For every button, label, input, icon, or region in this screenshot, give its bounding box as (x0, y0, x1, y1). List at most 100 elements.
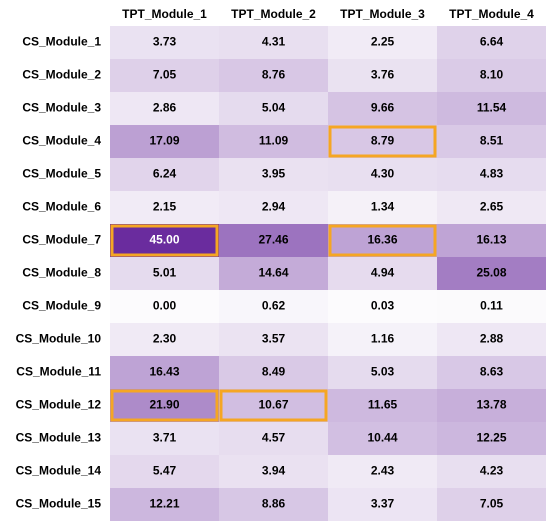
cell-value-label: 3.37 (371, 497, 395, 511)
column-labels: TPT_Module_1 TPT_Module_2 TPT_Module_3 TPT_… (122, 7, 534, 21)
cell-value-label: 11.65 (368, 398, 398, 412)
heatmap-cell (219, 290, 328, 323)
cell-value-label: 8.79 (371, 134, 395, 148)
heatmap-cells: 3.73 4.31 2.25 6.64 7.05 8.76 3.76 8.10 2.86 5.04… (110, 26, 546, 521)
heatmap-cell (328, 191, 437, 224)
heatmap-cell (219, 488, 328, 521)
cell-value-label: 9.66 (371, 101, 395, 115)
heatmap-cell (437, 26, 546, 59)
cell-value-label: 3.76 (371, 68, 395, 82)
highlight-box (328, 224, 437, 257)
highlight-boxes (110, 125, 437, 422)
cell-value-label: 13.78 (476, 398, 506, 412)
cell-value-label: 7.05 (153, 68, 177, 82)
heatmap-cell (219, 356, 328, 389)
row-label: CS_Module_9 (22, 299, 101, 313)
cell-value-label: 4.23 (480, 464, 504, 478)
heatmap-cell (219, 455, 328, 488)
heatmap-cell (110, 290, 219, 323)
cell-value-label: 45.00 (149, 233, 179, 247)
row-label: CS_Module_7 (22, 233, 101, 247)
cell-value-label: 10.67 (258, 398, 288, 412)
heatmap-cell (219, 92, 328, 125)
heatmap-cell (437, 389, 546, 422)
heatmap-cell (437, 125, 546, 158)
cell-value-label: 4.30 (371, 167, 395, 181)
highlight-box (219, 389, 328, 422)
cell-value-label: 11.54 (477, 101, 507, 115)
cell-value-label: 0.03 (371, 299, 395, 313)
highlight-box (110, 389, 219, 422)
heatmap-cell (110, 455, 219, 488)
heatmap-cell (219, 59, 328, 92)
heatmap-cell (437, 488, 546, 521)
heatmap-cell (110, 323, 219, 356)
heatmap-cell (219, 224, 328, 257)
heatmap-cell (437, 257, 546, 290)
cell-value-label: 11.09 (259, 134, 289, 148)
cell-value-label: 12.25 (476, 431, 506, 445)
cell-value-label: 2.25 (371, 35, 395, 49)
cell-value-label: 8.10 (480, 68, 504, 82)
cell-value-label: 0.62 (262, 299, 286, 313)
cell-value-label: 8.49 (262, 365, 286, 379)
heatmap-cell (328, 323, 437, 356)
heatmap-cell (328, 224, 437, 257)
cell-value-label: 8.51 (480, 134, 504, 148)
heatmap-cell (219, 422, 328, 455)
cell-value-label: 2.86 (153, 101, 177, 115)
cell-value-label: 2.30 (153, 332, 177, 346)
cell-value-label: 2.65 (480, 200, 504, 214)
cell-value-label: 5.01 (153, 266, 177, 280)
cell-value-label: 1.34 (371, 200, 395, 214)
heatmap-cell (437, 356, 546, 389)
heatmap-cell (219, 257, 328, 290)
heatmap-cell (110, 92, 219, 125)
cell-value-label: 2.43 (371, 464, 395, 478)
heatmap-cell (110, 356, 219, 389)
heatmap-cell (328, 158, 437, 191)
cell-value-label: 5.03 (371, 365, 395, 379)
heatmap-cell (219, 323, 328, 356)
row-label: CS_Module_11 (16, 365, 101, 379)
heatmap-cell (110, 59, 219, 92)
row-label: CS_Module_5 (22, 167, 101, 181)
cell-value-label: 3.71 (153, 431, 177, 445)
heatmap-cell (328, 422, 437, 455)
cell-value-label: 6.24 (153, 167, 177, 181)
row-label: CS_Module_1 (22, 35, 101, 49)
heatmap-cell (437, 92, 546, 125)
row-label: CS_Module_8 (22, 266, 101, 280)
cell-value-label: 8.63 (480, 365, 504, 379)
heatmap-cell (328, 92, 437, 125)
cell-value-label: 1.16 (371, 332, 395, 346)
cell-value-label: 4.57 (262, 431, 286, 445)
cell-value-label: 8.86 (262, 497, 286, 511)
cell-value-label: 8.76 (262, 68, 286, 82)
row-label: CS_Module_15 (16, 497, 102, 511)
cell-value-label: 3.73 (153, 35, 177, 49)
heatmap-cell (437, 224, 546, 257)
heatmap-cell (328, 257, 437, 290)
heatmap-cell (328, 455, 437, 488)
column-label: TPT_Module_1 (122, 7, 207, 21)
heatmap-cell (110, 257, 219, 290)
cell-value-label: 21.90 (149, 398, 179, 412)
heatmap-cell (437, 59, 546, 92)
heatmap-cell (219, 26, 328, 59)
heatmap-cell (110, 26, 219, 59)
row-label: CS_Module_6 (22, 200, 101, 214)
cell-value-label: 2.15 (153, 200, 177, 214)
row-label: CS_Module_4 (22, 134, 101, 148)
heatmap-cell (110, 422, 219, 455)
cell-value-label: 16.36 (367, 233, 397, 247)
heatmap-cell (219, 125, 328, 158)
heatmap-cell (219, 389, 328, 422)
row-label: CS_Module_12 (16, 398, 102, 412)
heatmap-cell (219, 158, 328, 191)
row-label: CS_Module_2 (22, 68, 101, 82)
heatmap-cell (437, 290, 546, 323)
cell-value-label: 14.64 (258, 266, 288, 280)
heatmap-cell (437, 422, 546, 455)
row-label: CS_Module_3 (22, 101, 101, 115)
